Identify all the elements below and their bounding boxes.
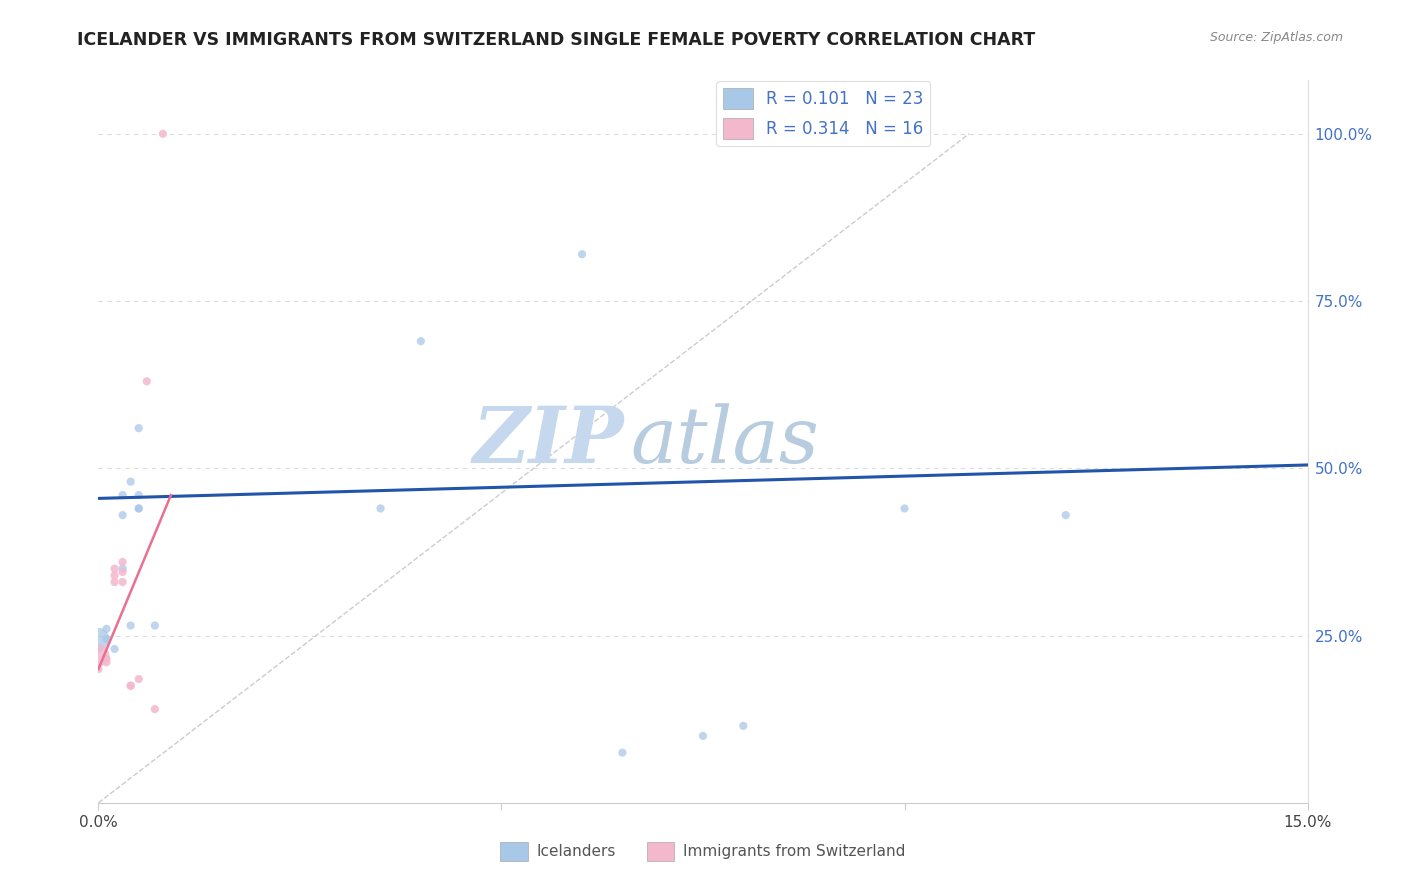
Point	[120, 679, 142, 693]
Point	[128, 501, 150, 516]
Point	[111, 565, 134, 579]
Point	[103, 575, 125, 590]
Text: ICELANDER VS IMMIGRANTS FROM SWITZERLAND SINGLE FEMALE POVERTY CORRELATION CHART: ICELANDER VS IMMIGRANTS FROM SWITZERLAND…	[77, 31, 1036, 49]
Point	[135, 375, 157, 389]
Point	[87, 642, 110, 657]
Point	[87, 662, 110, 676]
Point	[87, 632, 110, 646]
Point	[571, 247, 593, 261]
Point	[96, 622, 118, 636]
Point	[128, 501, 150, 516]
Point	[143, 702, 166, 716]
Point	[612, 746, 634, 760]
Text: atlas: atlas	[630, 403, 820, 480]
Point	[152, 127, 174, 141]
Point	[120, 679, 142, 693]
Point	[96, 655, 118, 669]
Point	[1054, 508, 1077, 523]
Point	[120, 475, 142, 489]
Point	[128, 672, 150, 686]
Point	[692, 729, 714, 743]
Point	[111, 555, 134, 569]
Point	[103, 568, 125, 582]
Point	[96, 652, 118, 666]
Point	[111, 562, 134, 576]
Point	[96, 632, 118, 646]
Point	[103, 562, 125, 576]
Point	[111, 488, 134, 502]
Point	[87, 648, 110, 663]
Point	[120, 618, 142, 632]
Point	[128, 421, 150, 435]
Legend: Icelanders, Immigrants from Switzerland: Icelanders, Immigrants from Switzerland	[494, 836, 912, 867]
Point	[143, 618, 166, 632]
Point	[409, 334, 432, 349]
Point	[733, 719, 755, 733]
Point	[370, 501, 392, 516]
Point	[111, 508, 134, 523]
Point	[893, 501, 915, 516]
Point	[111, 575, 134, 590]
Text: ZIP: ZIP	[472, 403, 624, 480]
Point	[103, 642, 125, 657]
Point	[128, 488, 150, 502]
Text: Source: ZipAtlas.com: Source: ZipAtlas.com	[1209, 31, 1343, 45]
